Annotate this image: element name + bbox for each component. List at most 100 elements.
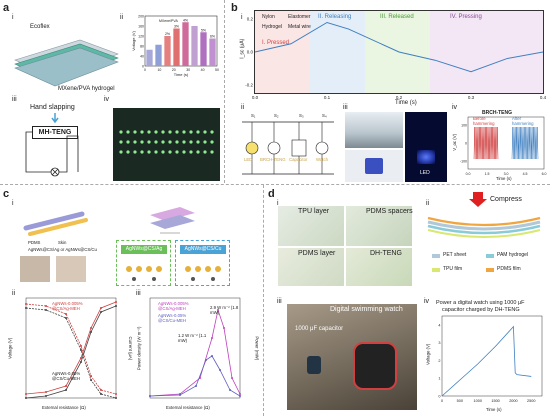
c-iii-point [219,369,221,371]
isc-y-tick: 0.2 [247,17,254,22]
a-ii-x-tick: 40 [201,68,205,72]
stage-releasing-label: II. Releasing [318,14,352,20]
switch-circuit [242,121,334,175]
led-dot [140,130,144,134]
c-ii-point [90,327,92,329]
a-ii-y-tick: 40 [140,55,144,59]
fibre-device-illustration [23,211,88,236]
led-dot [140,150,144,154]
isc-x-tick: 0.3 [468,95,475,100]
pdms-layer-label: PDMS layer [298,250,336,257]
isc-x-tick: 0.2 [396,95,403,100]
c-ii-point [115,301,117,303]
voc-x-tick: 6.0 [542,172,547,176]
ecoflex-label: Ecoflex [30,24,50,30]
led-dot [161,150,165,154]
stage-releasing-bg [310,11,365,93]
c-iii-xlabel: External resistance (Ω) [166,405,210,410]
d-iv-y-tick: 3 [438,341,440,345]
a-ii-bar-label: 2% [165,32,170,36]
ag-box-particles [126,266,162,281]
switch-s2: S₂ [274,113,279,118]
d-iv-x-tick: 2000 [509,399,517,403]
led-dot [175,140,179,144]
c-ii-point [25,303,27,305]
d-iv-y-tick: 0 [438,395,440,399]
voc-xlabel: Time (s) [496,176,512,181]
led-dot [210,130,214,134]
circuit-led-label: LED [244,157,253,162]
c-iii-legend-1: AgNWs-0.005% @CS/Ag-MEH [158,301,189,311]
led-dot [203,140,207,144]
c-ii-point [115,393,117,395]
a-ii-y-tick: 120 [138,35,144,39]
stage-pressing-bg [430,11,543,93]
c-ii-ylabel-right: Current (µA) [128,336,134,361]
pdms-spacers-label: PDMS spacers [366,208,413,215]
c-iii-ylabel-right: Power (mW) [254,336,260,361]
c-ii-point [90,379,92,381]
led-dot [140,140,144,144]
a-ii-bar [182,22,189,66]
d-iv-title-1: Power a digital watch using 1000 μF [436,300,525,306]
a-ii-bar [146,49,153,66]
panel-d-ii-label: ii [426,200,430,207]
led-dot [133,140,137,144]
c-ii-series-1: AgNWs-0.005% @CS/Ag-MEH [52,301,83,311]
pdms-layer-photo [278,248,344,286]
c-ii-point [100,393,102,395]
led-array-photo [113,108,220,181]
led-dot [189,130,193,134]
dh-teng-photo [346,248,412,286]
circuit-capacitor-label: Capacitor [289,157,308,162]
a-ii-y-tick: 160 [138,25,144,29]
d-iv-y-tick: 2 [438,359,440,363]
c-ii-point [65,313,67,315]
c-iii-point [211,355,213,357]
c-iii-ylabel-left: Power density (W m⁻²) [136,326,142,371]
led-dot [154,140,158,144]
led-dot [196,140,200,144]
legend-hydrogel: Hydrogel [262,24,283,30]
led-dot [168,150,172,154]
legend-pam: PAM hydrogel [497,252,529,258]
led-dot [210,150,214,154]
panel-c-iii-label: iii [136,290,141,297]
c-ii-point [100,389,102,391]
voc-x-tick: 3.0 [504,172,509,176]
led-dot [203,150,207,154]
voc-x-tick: 1.5 [485,172,490,176]
a-ii-bar [173,28,180,66]
hand-arrow-icon [51,113,59,124]
c-iii-point [217,309,219,311]
divider-vertical-bottom [263,185,264,416]
power-density-chart [149,297,241,399]
c-ii-point [25,393,27,395]
legend-nylon: Nylon [262,14,275,20]
legend-electrode: AgNWs@CS/Ag or AgNWs@CS/Cu [28,247,97,252]
c-iii-frame [149,297,241,399]
panel-b-iii-label: iii [343,104,348,111]
a-ii-x-tick: 0 [144,68,146,72]
d-iv-x-tick: 1500 [491,399,499,403]
isc-xlabel: Time (s) [395,100,417,106]
voc-y-tick: 0 [465,142,467,146]
voltage-current-chart [25,297,117,399]
a-ii-legend: MXene/PVA [159,19,178,23]
d-iv-x-tick: 0 [441,399,443,403]
ag-box-title: AgNWs@CS/Ag [121,245,167,254]
cu-box-particles [185,266,221,281]
led-dot [126,130,130,134]
panel-c-i-label: i [12,200,14,207]
stage-pressing-label: IV. Pressing [450,14,482,20]
voc-y-tick: 100 [461,124,467,128]
c-ii-point [90,375,92,377]
pdms-spacers-photo [346,206,412,246]
a-ii-y-tick: 200 [138,15,144,19]
led-dot [154,150,158,154]
a-ii-x-tick: 20 [172,68,176,72]
compress-arrow-icon [469,192,487,207]
a-ii-bar-label: 4% [183,18,188,22]
a-ii-x-tick: 50 [215,68,219,72]
